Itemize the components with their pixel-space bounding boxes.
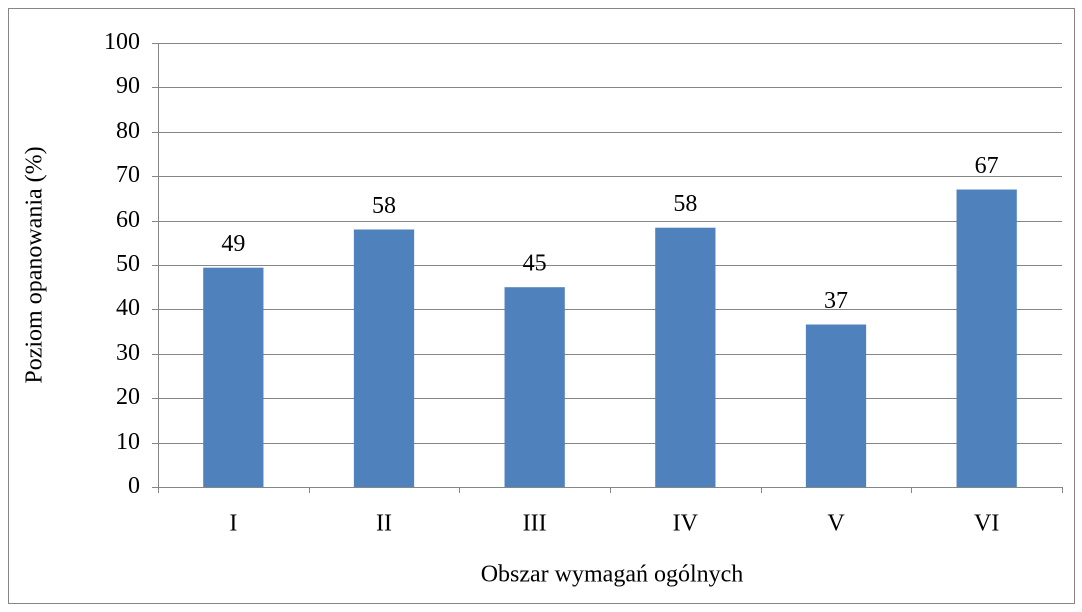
bar: [203, 267, 264, 487]
data-label: 37: [824, 288, 848, 314]
y-tick-label: 40: [116, 295, 140, 321]
bar: [956, 189, 1017, 487]
x-tick-label: VI: [974, 511, 999, 537]
y-tick-label: 60: [116, 207, 140, 233]
x-tick-label: IV: [673, 511, 699, 537]
x-tick-label: I: [229, 511, 237, 537]
y-tick-label: 90: [116, 73, 140, 99]
y-tick-label: 0: [128, 473, 140, 499]
data-label: 58: [372, 193, 396, 219]
bar: [353, 229, 415, 488]
data-label: 49: [221, 231, 245, 257]
y-tick-label: 100: [104, 29, 140, 55]
x-tick-label: II: [376, 511, 392, 537]
y-tick-label: 80: [116, 118, 140, 144]
y-axis-title: Poziom opanowania (%): [22, 146, 48, 383]
y-tick-label: 50: [116, 251, 140, 277]
x-tick-label: III: [523, 511, 547, 537]
x-axis-title: Obszar wymagań ogólnych: [481, 562, 744, 588]
data-label: 67: [975, 153, 999, 179]
y-tick-label: 70: [116, 162, 140, 188]
bar: [805, 324, 867, 487]
bar: [504, 287, 565, 487]
y-tick-label: 30: [116, 340, 140, 366]
x-tick-label: V: [827, 511, 845, 537]
data-label: 58: [673, 191, 697, 217]
y-tick-label: 10: [116, 429, 140, 455]
y-tick-label: 20: [116, 384, 140, 410]
bar: [655, 227, 716, 488]
data-label: 45: [523, 251, 547, 277]
